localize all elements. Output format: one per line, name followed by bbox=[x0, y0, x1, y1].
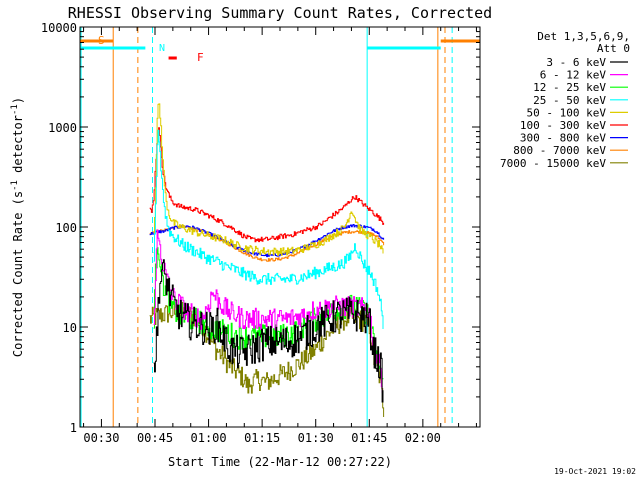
y-tick-label: 10 bbox=[63, 321, 77, 335]
y-tick-label: 1 bbox=[70, 421, 77, 435]
x-tick-label: 00:30 bbox=[83, 431, 119, 445]
legend-label: 25 - 50 keV bbox=[533, 94, 606, 107]
y-axis-label: Corrected Count Rate (s-1 detector-1) bbox=[10, 97, 25, 357]
legend-label: 300 - 800 keV bbox=[520, 132, 606, 145]
series-line-3-6keV bbox=[153, 259, 384, 403]
x-tick-label: 01:45 bbox=[351, 431, 387, 445]
legend-label: 100 - 300 keV bbox=[520, 119, 606, 132]
saa-label: S bbox=[98, 34, 105, 47]
series-line-25-50keV bbox=[153, 129, 384, 329]
legend-label: 50 - 100 keV bbox=[527, 106, 607, 119]
observing-intervals: S N F bbox=[80, 27, 480, 427]
night-label: N bbox=[159, 43, 165, 54]
x-tick-label: 01:00 bbox=[191, 431, 227, 445]
legend-label: 6 - 12 keV bbox=[540, 69, 607, 82]
y-tick-label: 1000 bbox=[48, 121, 77, 135]
x-tick-label: 01:15 bbox=[244, 431, 280, 445]
legend-title-line2: Att 0 bbox=[597, 42, 630, 55]
legend-label: 7000 - 15000 keV bbox=[500, 157, 606, 170]
series-line-6-12keV bbox=[153, 229, 384, 393]
y-axis: 1 10 100 1000 10000 bbox=[41, 21, 480, 435]
series-line-50-100keV bbox=[153, 103, 384, 256]
x-axis: 00:30 00:45 01:00 01:15 01:30 01:45 02:00 bbox=[83, 27, 477, 445]
x-tick-label: 02:00 bbox=[405, 431, 441, 445]
x-axis-label: Start Time (22-Mar-12 00:27:22) bbox=[168, 455, 392, 469]
legend-label: 3 - 6 keV bbox=[546, 56, 606, 69]
footer-timestamp: 19-Oct-2021 19:02 bbox=[554, 467, 636, 476]
x-tick-label: 01:30 bbox=[298, 431, 334, 445]
legend-title-line1: Det 1,3,5,6,9, bbox=[537, 30, 630, 43]
chart-title: RHESSI Observing Summary Count Rates, Co… bbox=[68, 4, 492, 22]
legend-label: 12 - 25 keV bbox=[533, 81, 606, 94]
y-tick-label: 100 bbox=[55, 221, 77, 235]
series-line-100-300keV bbox=[149, 127, 385, 243]
x-tick-label: 00:45 bbox=[137, 431, 173, 445]
y-tick-label: 10000 bbox=[41, 21, 77, 35]
series-group bbox=[149, 103, 385, 417]
series-line-300-800keV bbox=[149, 224, 385, 258]
flare-label: F bbox=[197, 51, 204, 64]
legend-label: 800 - 7000 keV bbox=[513, 144, 606, 157]
